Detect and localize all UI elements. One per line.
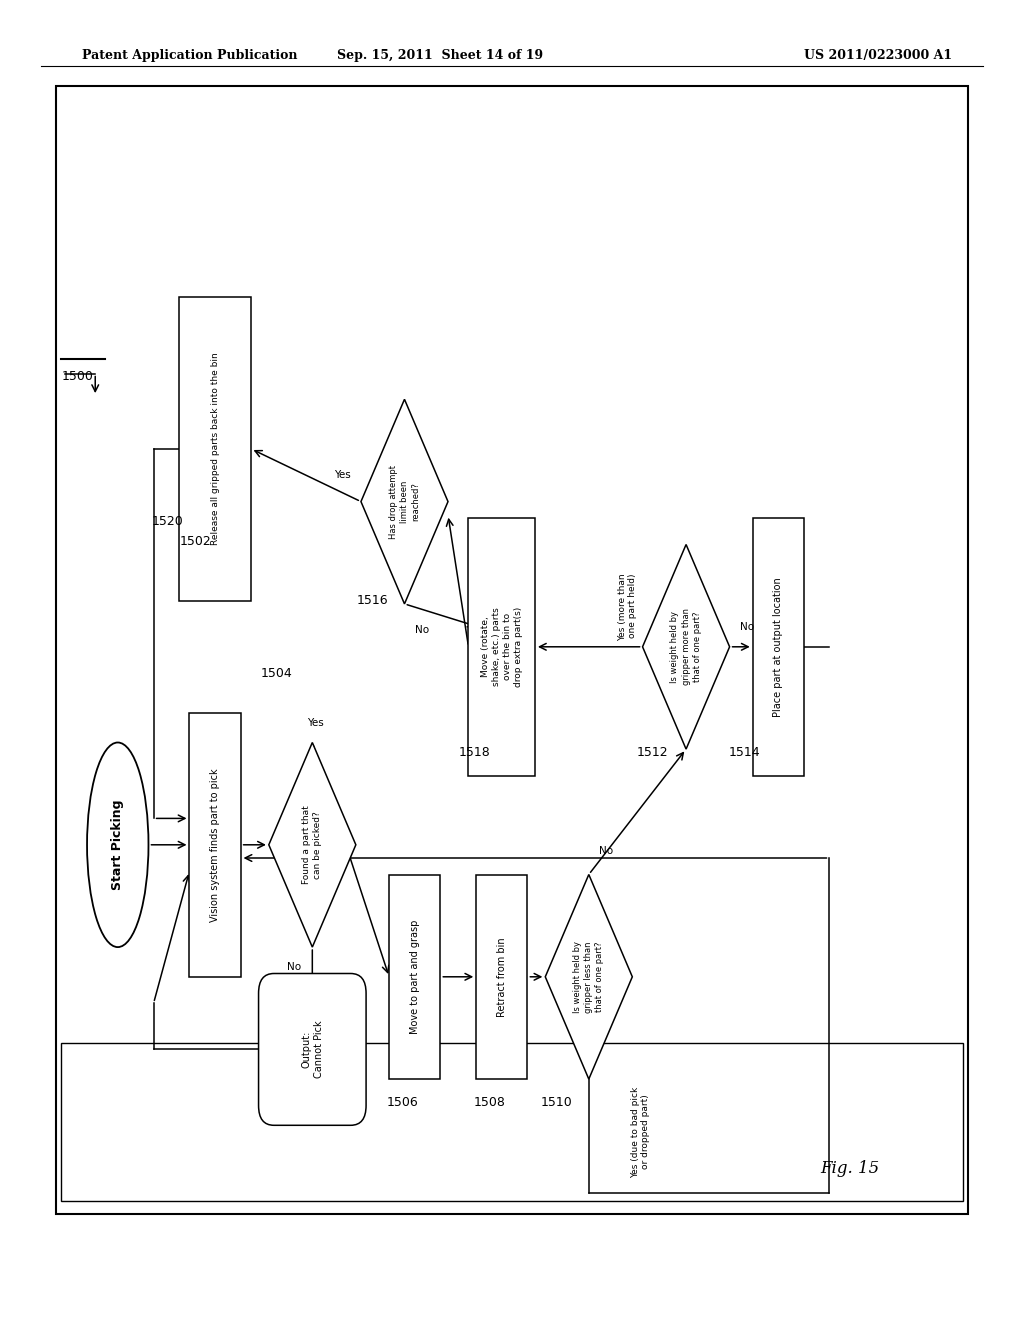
Text: Release all gripped parts back into the bin: Release all gripped parts back into the … <box>211 352 219 545</box>
Polygon shape <box>268 742 356 948</box>
FancyBboxPatch shape <box>56 86 968 1214</box>
Text: Yes (due to bad pick
or dropped part): Yes (due to bad pick or dropped part) <box>631 1086 650 1177</box>
Text: 1506: 1506 <box>387 1096 419 1109</box>
Text: 1520: 1520 <box>152 515 183 528</box>
Text: No: No <box>739 622 754 632</box>
Polygon shape <box>545 874 632 1080</box>
FancyBboxPatch shape <box>753 519 804 776</box>
Text: 1502: 1502 <box>179 535 211 548</box>
Text: Fig. 15: Fig. 15 <box>820 1160 880 1176</box>
Text: Is weight held by
gripper less than
that of one part?: Is weight held by gripper less than that… <box>573 941 604 1012</box>
Text: Has drop attempt
limit been
reached?: Has drop attempt limit been reached? <box>389 465 420 539</box>
Text: No: No <box>415 626 429 635</box>
Text: Place part at output location: Place part at output location <box>773 577 783 717</box>
Text: 1516: 1516 <box>356 594 388 607</box>
Text: 1504: 1504 <box>261 667 293 680</box>
Text: Move to part and grasp: Move to part and grasp <box>410 920 420 1034</box>
Text: US 2011/0223000 A1: US 2011/0223000 A1 <box>804 49 952 62</box>
FancyBboxPatch shape <box>179 297 251 601</box>
Text: 1518: 1518 <box>459 746 490 759</box>
Text: Found a part that
can be picked?: Found a part that can be picked? <box>302 805 323 884</box>
Text: Vision system finds part to pick: Vision system finds part to pick <box>210 768 220 921</box>
Text: 1514: 1514 <box>729 746 761 759</box>
FancyBboxPatch shape <box>61 1043 963 1201</box>
Text: Sep. 15, 2011  Sheet 14 of 19: Sep. 15, 2011 Sheet 14 of 19 <box>337 49 544 62</box>
Text: 1508: 1508 <box>474 1096 506 1109</box>
Text: Is weight held by
gripper more than
that of one part?: Is weight held by gripper more than that… <box>671 609 701 685</box>
FancyBboxPatch shape <box>389 874 440 1080</box>
Text: Move (rotate,
shake, etc.) parts
over the bin to
drop extra part(s): Move (rotate, shake, etc.) parts over th… <box>480 607 523 686</box>
Text: Yes: Yes <box>307 718 324 727</box>
Text: No: No <box>599 846 613 855</box>
Text: Yes (more than
one part held): Yes (more than one part held) <box>618 573 637 642</box>
Text: Output:
Cannot Pick: Output: Cannot Pick <box>301 1020 324 1078</box>
FancyBboxPatch shape <box>189 713 241 977</box>
Text: Patent Application Publication: Patent Application Publication <box>82 49 297 62</box>
FancyBboxPatch shape <box>258 974 367 1125</box>
Text: Retract from bin: Retract from bin <box>497 937 507 1016</box>
Ellipse shape <box>87 742 148 948</box>
Text: No: No <box>287 962 301 972</box>
Polygon shape <box>643 544 729 750</box>
Text: 1512: 1512 <box>637 746 669 759</box>
Text: 1510: 1510 <box>541 1096 572 1109</box>
Text: Start Picking: Start Picking <box>112 800 124 890</box>
FancyBboxPatch shape <box>469 519 535 776</box>
Text: Yes: Yes <box>334 470 350 480</box>
Text: 1500: 1500 <box>61 370 93 383</box>
FancyBboxPatch shape <box>476 874 527 1080</box>
Polygon shape <box>361 399 449 605</box>
